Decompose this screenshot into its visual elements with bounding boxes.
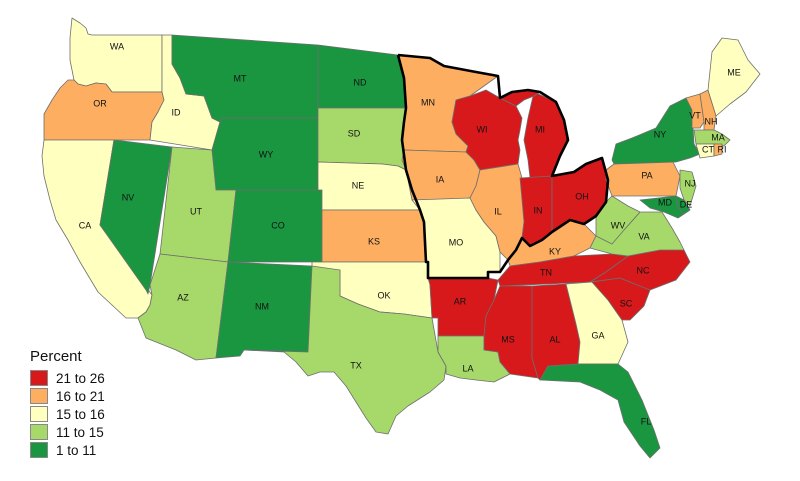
legend-swatch [30, 424, 48, 440]
state-label-NY: NY [654, 129, 667, 139]
state-label-IN: IN [534, 205, 543, 215]
legend-item: 16 to 21 [30, 387, 105, 405]
midwest-region-outline [396, 53, 610, 280]
state-label-MO: MO [449, 237, 464, 247]
state-label-OR: OR [93, 98, 107, 108]
legend: Percent 21 to 26 16 to 21 15 to 16 11 to… [30, 348, 105, 459]
state-label-VA: VA [638, 231, 649, 241]
legend-label: 11 to 15 [56, 424, 104, 440]
state-label-ID: ID [172, 107, 182, 117]
state-label-NH: NH [705, 116, 718, 126]
state-label-KS: KS [368, 236, 380, 246]
state-label-TN: TN [540, 267, 552, 277]
state-label-WY: WY [259, 149, 274, 159]
state-label-MA: MA [711, 132, 725, 142]
state-MD [639, 195, 685, 219]
state-label-NV: NV [122, 192, 135, 202]
state-label-SC: SC [620, 298, 633, 308]
legend-label: 16 to 21 [56, 388, 105, 404]
state-label-ND: ND [354, 77, 367, 87]
state-label-IL: IL [494, 206, 502, 216]
state-label-NM: NM [255, 301, 269, 311]
state-label-FL: FL [641, 416, 652, 426]
state-RI [713, 143, 723, 157]
state-label-VT: VT [689, 110, 701, 120]
state-label-WV: WV [611, 220, 626, 230]
state-NC [589, 249, 691, 291]
legend-label: 21 to 26 [56, 370, 105, 386]
state-label-MD: MD [658, 197, 672, 207]
state-SD [317, 107, 407, 171]
state-label-UT: UT [190, 206, 202, 216]
legend-label: 15 to 16 [56, 406, 105, 422]
state-label-MS: MS [501, 334, 515, 344]
legend-item: 11 to 15 [30, 423, 105, 441]
legend-swatch [30, 442, 48, 458]
state-label-AR: AR [454, 296, 467, 306]
state-label-OK: OK [377, 290, 390, 300]
state-label-TX: TX [350, 360, 362, 370]
state-label-CO: CO [271, 220, 285, 230]
state-label-ME: ME [727, 67, 741, 77]
state-TX [243, 265, 447, 435]
legend-swatch [30, 370, 48, 386]
legend-item: 1 to 11 [30, 441, 105, 459]
legend-label: 1 to 11 [56, 442, 97, 458]
state-label-CT: CT [702, 144, 714, 154]
state-label-WI: WI [477, 124, 488, 134]
state-label-OH: OH [575, 191, 589, 201]
state-label-WA: WA [110, 41, 124, 51]
state-label-AZ: AZ [177, 292, 189, 302]
legend-swatch [30, 388, 48, 404]
state-NJ [679, 169, 697, 207]
state-label-NE: NE [352, 180, 365, 190]
state-WA [69, 17, 163, 93]
state-WV [595, 195, 641, 245]
state-FL [539, 363, 661, 459]
state-label-CA: CA [79, 220, 92, 230]
state-label-RI: RI [718, 144, 727, 154]
state-label-MN: MN [421, 97, 435, 107]
state-WI [451, 89, 523, 171]
state-label-AL: AL [549, 334, 560, 344]
state-label-MT: MT [234, 73, 247, 83]
legend-swatch [30, 406, 48, 422]
state-label-NJ: NJ [685, 178, 696, 188]
state-MI [523, 91, 569, 179]
state-label-MI: MI [535, 124, 545, 134]
state-label-IA: IA [436, 174, 445, 184]
state-label-PA: PA [641, 170, 652, 180]
state-ME [707, 37, 761, 117]
state-label-NC: NC [637, 265, 650, 275]
state-label-LA: LA [462, 363, 473, 373]
state-label-SD: SD [348, 128, 361, 138]
legend-title: Percent [30, 348, 82, 365]
state-label-GA: GA [591, 330, 604, 340]
state-label-KY: KY [549, 246, 561, 256]
legend-item: 21 to 26 [30, 369, 105, 387]
state-label-DE: DE [680, 199, 693, 209]
legend-item: 15 to 16 [30, 405, 105, 423]
